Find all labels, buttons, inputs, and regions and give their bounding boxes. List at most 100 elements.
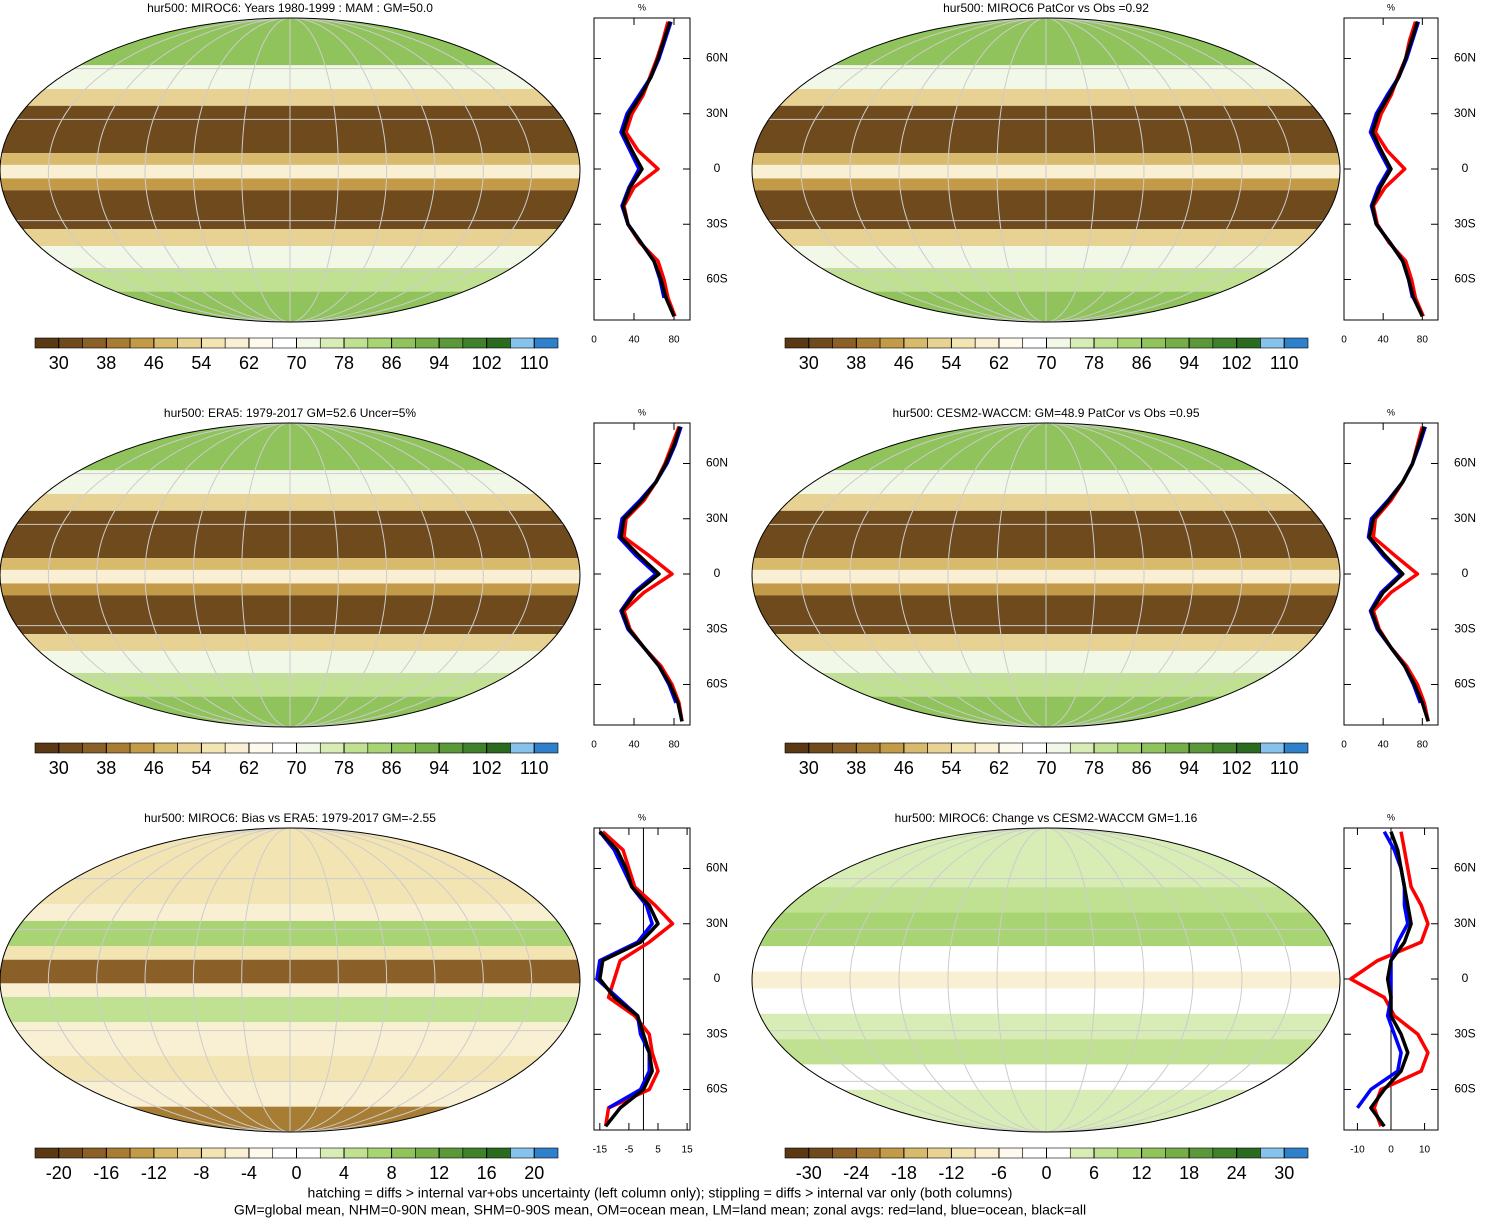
- colorbar-label: 78: [1084, 353, 1104, 373]
- colorbar-box: [784, 1147, 810, 1159]
- colorbar-box: [343, 1147, 369, 1159]
- colorbar-box: [319, 742, 345, 754]
- colorbar-box: [438, 1147, 464, 1159]
- colorbar-box: [1046, 742, 1071, 754]
- colorbar-box: [248, 1147, 274, 1159]
- meridian: [996, 423, 1096, 727]
- colorbar-box: [903, 742, 928, 754]
- y-tick-label: 0: [714, 161, 721, 175]
- colorbar-box: [533, 337, 559, 349]
- colorbar-box: [272, 1147, 297, 1159]
- map: [752, 18, 1340, 322]
- meridian: [996, 828, 1096, 1132]
- colorbar-box: [106, 1147, 131, 1159]
- colorbar-label: 70: [1036, 758, 1056, 778]
- colorbar-label: 46: [894, 758, 914, 778]
- colorbar-box: [1283, 1147, 1309, 1159]
- colorbar-box: [129, 337, 155, 349]
- map-title: hur500: MIROC6 PatCor vs Obs =0.92: [943, 1, 1149, 15]
- colorbar-label: 78: [1084, 758, 1104, 778]
- colorbar-box: [1046, 1147, 1071, 1159]
- colorbar-label: 12: [1132, 1163, 1152, 1183]
- colorbar-box: [1283, 337, 1309, 349]
- zonal-line: [1369, 831, 1413, 1128]
- colorbar-label: 110: [1270, 353, 1299, 373]
- colorbar-label: 94: [429, 353, 449, 373]
- colorbar-box: [462, 1147, 487, 1159]
- colorbar-box: [927, 1147, 952, 1159]
- colorbar-label: 0: [1041, 1163, 1051, 1183]
- y-tick-label: 0: [1462, 566, 1469, 580]
- map-outline: [751, 17, 1341, 323]
- colorbar-box: [272, 742, 297, 754]
- colorbar-box: [1165, 1147, 1190, 1159]
- colorbar-box: [1069, 1147, 1095, 1159]
- colorbar-box: [1165, 742, 1190, 754]
- colorbar-box: [927, 337, 952, 349]
- colorbar-box: [1188, 337, 1214, 349]
- colorbar-box: [201, 337, 226, 349]
- colorbar-box: [998, 1147, 1024, 1159]
- axis-label: %: [1387, 407, 1395, 417]
- colorbar-box: [248, 337, 274, 349]
- colorbar-box: [974, 1147, 1000, 1159]
- colorbar-label: 62: [239, 758, 259, 778]
- y-tick-label: 30N: [706, 106, 728, 120]
- colorbar-label: 38: [96, 758, 116, 778]
- colorbar-box: [296, 1147, 321, 1159]
- note: GM=global mean, NHM=0-90N mean, SHM=0-90…: [234, 1202, 1086, 1218]
- colorbar-label: 102: [472, 353, 502, 373]
- zonal-line: [621, 21, 676, 318]
- colorbar-box: [1093, 742, 1119, 754]
- colorbar-label: 102: [1222, 353, 1252, 373]
- colorbar-label: -6: [991, 1163, 1007, 1183]
- meridian: [800, 18, 1292, 322]
- colorbar-box: [1236, 337, 1261, 349]
- zonal-line: [601, 830, 675, 1127]
- colorbar-label: -20: [46, 1163, 72, 1183]
- x-tick-label: -5: [624, 1145, 633, 1156]
- colorbar-box: [856, 337, 881, 349]
- meridian: [947, 423, 1145, 727]
- meridian: [96, 828, 484, 1132]
- colorbar-box: [415, 337, 440, 349]
- map-title: hur500: ERA5: 1979-2017 GM=52.6 Uncer=5%: [164, 406, 416, 420]
- colorbar-label: 38: [96, 353, 116, 373]
- colorbar-box: [1117, 1147, 1142, 1159]
- y-tick-label: 60N: [706, 861, 728, 875]
- colorbar-box: [224, 742, 250, 754]
- meridian: [192, 828, 388, 1132]
- axis-label: %: [638, 2, 646, 12]
- colorbar-box: [1046, 337, 1071, 349]
- zonal-line: [1348, 831, 1430, 1127]
- y-tick-label: 30S: [1454, 1026, 1475, 1040]
- map: [0, 18, 580, 322]
- colorbar-box: [462, 337, 487, 349]
- colorbar-box: [367, 337, 392, 349]
- colorbar-box: [998, 742, 1024, 754]
- colorbar-box: [974, 337, 1000, 349]
- x-tick-label: 40: [628, 335, 640, 346]
- colorbar-box: [856, 1147, 881, 1159]
- colorbar-box: [784, 337, 810, 349]
- colorbar-label: 0: [291, 1163, 301, 1183]
- colorbar-box: [415, 742, 440, 754]
- colorbar-box: [82, 1147, 107, 1159]
- colorbar-box: [224, 1147, 250, 1159]
- colorbar-box: [1069, 742, 1095, 754]
- zonal-line: [1367, 426, 1430, 722]
- colorbar-box: [224, 337, 250, 349]
- colorbar-box: [832, 337, 857, 349]
- colorbar-box: [106, 742, 131, 754]
- colorbar-box: [319, 337, 345, 349]
- y-tick-label: 60S: [1454, 1082, 1475, 1096]
- colorbar-box: [248, 742, 274, 754]
- map-outline: [0, 422, 581, 728]
- colorbar-box: [106, 337, 131, 349]
- colorbar-box: [1069, 337, 1095, 349]
- meridian: [47, 828, 533, 1132]
- colorbar-box: [438, 337, 464, 349]
- colorbar-box: [319, 1147, 345, 1159]
- meridian: [800, 423, 1292, 727]
- colorbar-label: 4: [339, 1163, 349, 1183]
